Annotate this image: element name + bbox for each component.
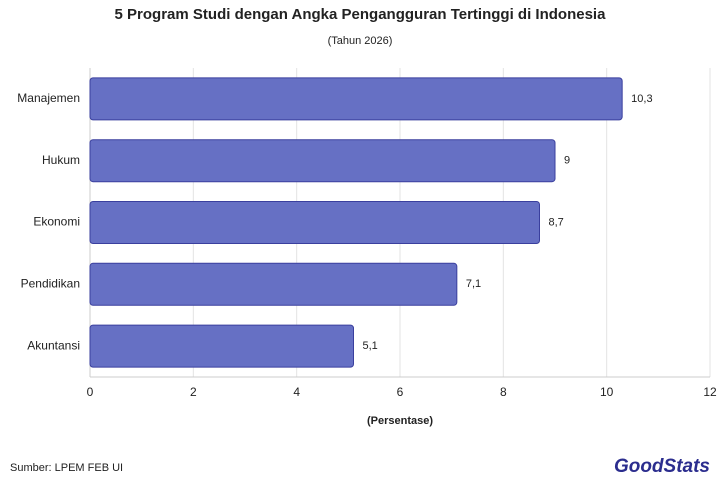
chart-subtitle: (Tahun 2026): [328, 35, 393, 47]
y-tick-label: Pendidikan: [21, 276, 80, 290]
value-label: 5,1: [363, 340, 378, 352]
y-tick-label: Ekonomi: [33, 215, 80, 229]
y-tick-label: Manajemen: [17, 91, 80, 105]
bar: [89, 324, 354, 368]
value-label: 10,3: [631, 93, 652, 105]
bar: [89, 77, 623, 121]
x-tick-label: 6: [397, 385, 404, 399]
x-tick-label: 8: [500, 385, 507, 399]
logo: GoodStats: [614, 456, 710, 477]
x-tick-label: 12: [703, 385, 717, 399]
bar: [89, 201, 540, 244]
x-tick-label: 0: [87, 385, 94, 399]
x-tick-label: 4: [293, 385, 300, 399]
value-label: 8,7: [549, 216, 564, 228]
y-tick-label: Akuntansi: [27, 338, 80, 352]
x-axis-label: (Persentase): [367, 415, 433, 427]
bar: [89, 139, 556, 183]
x-tick-label: 2: [190, 385, 197, 399]
chart-title: 5 Program Studi dengan Angka Penganggura…: [115, 6, 607, 23]
x-tick-label: 10: [600, 385, 614, 399]
y-tick-label: Hukum: [42, 153, 80, 167]
source: Sumber: LPEM FEB UI: [10, 462, 123, 474]
bar: [89, 262, 458, 306]
value-label: 7,1: [466, 278, 481, 290]
value-label: 9: [564, 155, 570, 167]
